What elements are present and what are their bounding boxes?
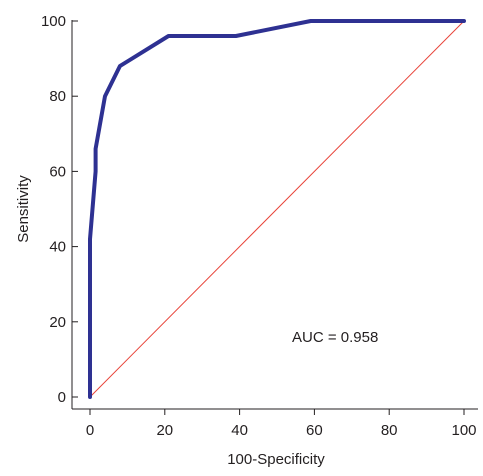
x-ticks: 0 20 40 60 80 100 [86, 409, 477, 439]
reference-diagonal-line [89, 20, 465, 398]
y-tick-label: 20 [49, 314, 66, 331]
x-tick-label: 20 [156, 422, 173, 439]
y-tick-label: 80 [49, 88, 66, 105]
roc-curve-line [88, 19, 466, 399]
x-tick-label: 80 [381, 422, 398, 439]
x-tick-label: 60 [306, 422, 323, 439]
x-tick-label: 0 [86, 422, 94, 439]
y-tick-label: 100 [41, 13, 66, 30]
axes [71, 20, 478, 410]
y-tick-label: 0 [58, 389, 66, 406]
x-tick-label: 40 [231, 422, 248, 439]
x-tick-label: 100 [451, 422, 476, 439]
y-ticks: 0 20 40 60 80 100 [41, 13, 78, 406]
y-tick-label: 40 [49, 239, 66, 256]
series-layer [88, 19, 466, 399]
y-tick-label: 60 [49, 163, 66, 180]
y-axis-label: Sensitivity [15, 175, 32, 243]
auc-annotation: AUC = 0.958 [292, 329, 378, 346]
x-axis-label: 100-Specificity [227, 451, 325, 468]
